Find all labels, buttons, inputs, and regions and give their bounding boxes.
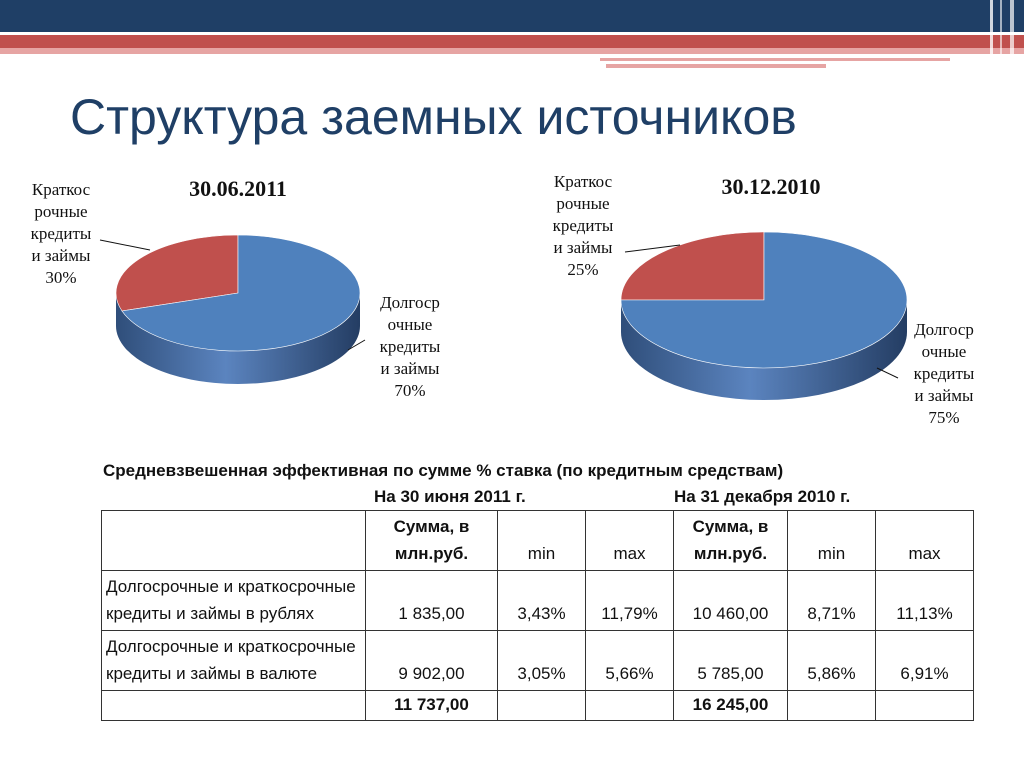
cell-min-2011: 3,43%: [497, 570, 586, 631]
pie-charts: 30.06.2011 Краткос рочные кредиты и займы 30%…: [31, 172, 975, 427]
cell-sum-2011: 9 902,00: [365, 630, 498, 691]
pie-leader-line: [624, 244, 681, 253]
cell-max-2011: 11,79%: [585, 570, 674, 631]
pie-leader-line: [876, 367, 899, 379]
slide-title: Структура заемных источников: [70, 89, 797, 145]
pie-data-label: очные: [388, 315, 433, 334]
header-max-2010: max: [875, 510, 974, 571]
rates-table: Сумма, в млн.руб. min max Сумма, в млн.руб…: [101, 510, 974, 721]
total-empty-cell: [585, 690, 674, 721]
header-sum-line1: Сумма, в: [393, 517, 470, 536]
pie-data-label-percent: 30%: [45, 268, 76, 287]
table-row: Долгосрочные и краткосрочные кредиты и з…: [101, 630, 974, 691]
pie-data-label-percent: 70%: [394, 381, 425, 400]
header-max-2011: max: [585, 510, 674, 571]
pie-side-wall: [116, 293, 360, 384]
pie-chart-title: 30.06.2011: [189, 176, 287, 201]
cell-min-2010: 8,71%: [787, 570, 876, 631]
pie-data-label-percent: 25%: [567, 260, 598, 279]
pie-chart-title: 30.12.2010: [722, 174, 821, 199]
header-sum-line2: млн.руб.: [394, 544, 469, 563]
total-empty-cell: [101, 690, 366, 721]
cell-max-2011: 5,66%: [585, 630, 674, 691]
table-row: Долгосрочные и краткосрочные кредиты и з…: [101, 570, 974, 631]
total-empty-cell: [497, 690, 586, 721]
pie-slice-long-term: [121, 234, 361, 352]
pie-leader-line: [347, 339, 366, 351]
cell-sum-2010: 5 785,00: [673, 630, 788, 691]
header-sum-2011: Сумма, в млн.руб.: [365, 510, 498, 571]
pie-data-label: рочные: [34, 202, 87, 221]
header-sum-2010: Сумма, в млн.руб.: [673, 510, 788, 571]
pie-data-label: Долгоср: [380, 293, 440, 312]
pie-data-label: рочные: [556, 194, 609, 213]
table-caption: Средневзвешенная эффективная по сумме % …: [103, 461, 784, 480]
total-sum-2011: 11 737,00: [365, 690, 498, 721]
pie-data-label-percent: 75%: [928, 408, 959, 427]
row-label: Долгосрочные и краткосрочные кредиты и з…: [101, 630, 366, 691]
table-total-row: 11 737,00 16 245,00: [101, 690, 974, 721]
pie-slice-long-term: [620, 231, 908, 369]
total-empty-cell: [787, 690, 876, 721]
pie-side-wall: [621, 300, 907, 400]
header-sum-line1: Сумма, в: [692, 517, 769, 536]
header-empty-cell: [101, 510, 366, 571]
cell-sum-2010: 10 460,00: [673, 570, 788, 631]
cell-max-2010: 11,13%: [875, 570, 974, 631]
total-sum-2010: 16 245,00: [673, 690, 788, 721]
pie-data-label: и займы: [915, 386, 974, 405]
pie-data-label: и займы: [554, 238, 613, 257]
header-min-2010: min: [787, 510, 876, 571]
pie-data-label: кредиты: [553, 216, 614, 235]
pie-data-label: кредиты: [914, 364, 975, 383]
pie-data-label: кредиты: [380, 337, 441, 356]
cell-min-2011: 3,05%: [497, 630, 586, 691]
pie-data-label: кредиты: [31, 224, 92, 243]
pie-chart-1: 30.06.2011 Краткос рочные кредиты и займы 30%…: [31, 176, 441, 400]
pie-leader-line: [99, 239, 151, 251]
cell-sum-2011: 1 835,00: [365, 570, 498, 631]
pie-chart-2: 30.12.2010 Краткос рочные кредиты и займы 25%…: [553, 172, 975, 427]
pie-data-label: Краткос: [554, 172, 613, 191]
cell-max-2010: 6,91%: [875, 630, 974, 691]
header-sum-line2: млн.руб.: [693, 544, 768, 563]
period-label-2011: На 30 июня 2011 г.: [374, 487, 526, 506]
pie-data-label: Краткос: [32, 180, 91, 199]
pie-slice-short-term: [115, 234, 239, 312]
pie-data-label: и займы: [381, 359, 440, 378]
pie-slice-short-term: [620, 231, 765, 301]
total-empty-cell: [875, 690, 974, 721]
header-band: [0, 0, 1024, 70]
header-min-2011: min: [497, 510, 586, 571]
pie-data-label: Долгоср: [914, 320, 974, 339]
row-label: Долгосрочные и краткосрочные кредиты и з…: [101, 570, 366, 631]
pie-data-label: и займы: [32, 246, 91, 265]
cell-min-2010: 5,86%: [787, 630, 876, 691]
period-label-2010: На 31 декабря 2010 г.: [674, 487, 851, 506]
pie-data-label: очные: [922, 342, 967, 361]
table-header-row: Сумма, в млн.руб. min max Сумма, в млн.руб…: [101, 510, 974, 571]
